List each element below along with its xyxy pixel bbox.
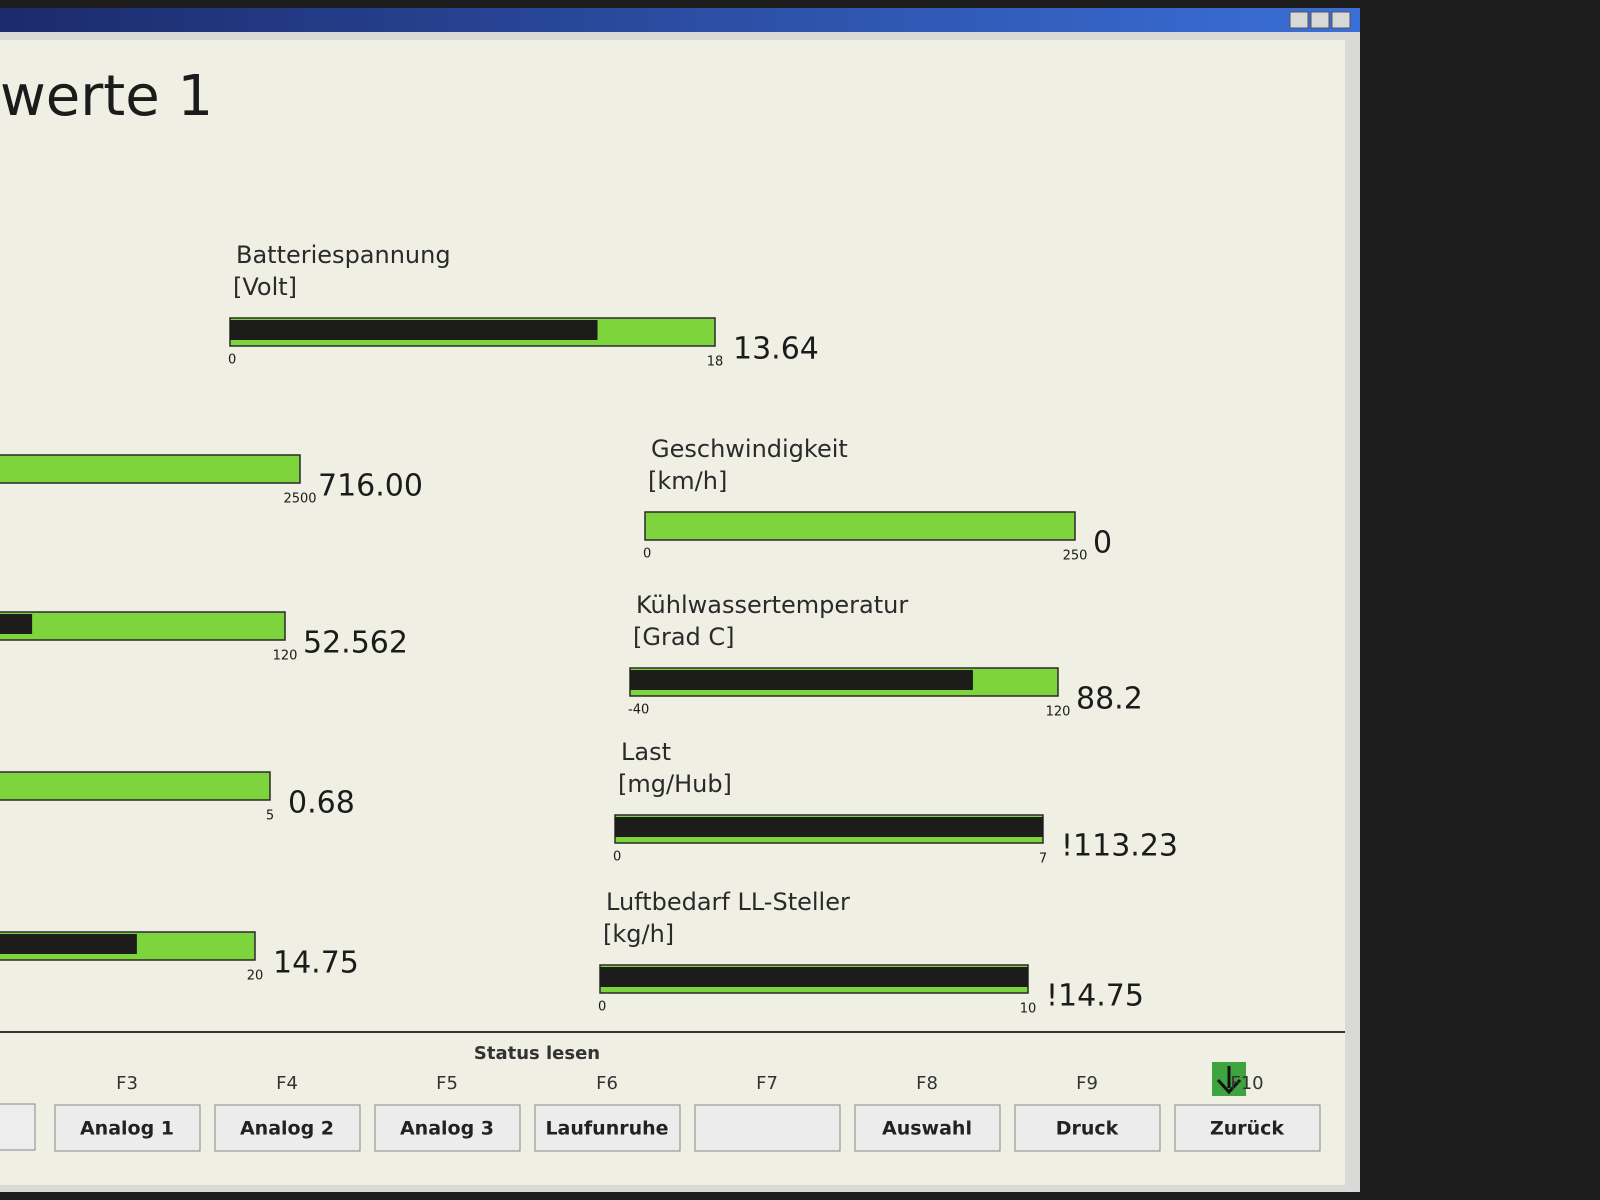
gauge-label: Kühlwassertemperatur	[636, 591, 908, 619]
button-label: Laufunruhe	[545, 1118, 668, 1140]
function-key: F7	[756, 1073, 778, 1094]
gauge-unit: [mg/Hub]	[618, 770, 732, 798]
gauge-max: 18	[707, 355, 724, 370]
gauge-track	[644, 511, 1076, 541]
gauge-label: Batteriespannung	[236, 241, 451, 269]
gauge-max: 2500	[283, 492, 316, 507]
gauge-min: 0	[228, 353, 236, 368]
button-label: Auswahl	[882, 1118, 972, 1140]
function-key: F8	[916, 1073, 938, 1094]
gauge-max: 120	[273, 649, 298, 664]
gauge-max: 120	[1046, 705, 1071, 720]
gauge-unit: [Volt]	[233, 273, 297, 301]
minimize-button[interactable]	[1289, 11, 1309, 29]
function-button[interactable]	[1014, 1104, 1161, 1152]
gauge-max: 5	[266, 809, 274, 824]
function-button[interactable]	[0, 1103, 36, 1151]
window-controls[interactable]	[1289, 11, 1351, 29]
gauge-value: 88.2	[1076, 682, 1143, 717]
gauge-value: 0	[1093, 526, 1112, 561]
function-key: F10	[1230, 1073, 1263, 1094]
gauge-max: 7	[1039, 852, 1047, 867]
function-key: F5	[436, 1073, 458, 1094]
function-key: F6	[596, 1073, 618, 1094]
function-button[interactable]	[1174, 1104, 1321, 1152]
button-label: Analog 1	[80, 1118, 174, 1140]
function-button[interactable]	[854, 1104, 1001, 1152]
gauge-unit: [kg/h]	[603, 920, 674, 948]
gauge-label: Geschwindigkeit	[651, 435, 848, 463]
gauge-max: 250	[1063, 549, 1088, 564]
gauge-max: 20	[247, 969, 264, 984]
gauge-max: 10	[1020, 1002, 1037, 1017]
gauge-value: !14.75	[1046, 979, 1144, 1014]
function-button[interactable]	[214, 1104, 361, 1152]
title-bar	[0, 8, 1360, 32]
gauge-bar	[600, 967, 1028, 987]
page-title: werte 1	[0, 64, 213, 129]
function-button[interactable]	[694, 1104, 841, 1152]
gauge-value: !113.23	[1061, 829, 1178, 864]
gauge-label: Last	[621, 738, 671, 766]
status-text: Status lesen	[474, 1043, 600, 1064]
button-label: Zurück	[1210, 1118, 1284, 1140]
function-key: F4	[276, 1073, 298, 1094]
function-key: F3	[116, 1073, 138, 1094]
gauge-min: -40	[628, 703, 649, 718]
button-label: Analog 2	[240, 1118, 334, 1140]
gauge-track	[0, 454, 301, 484]
gauge-value: 13.64	[733, 332, 819, 367]
maximize-button[interactable]	[1310, 11, 1330, 29]
gauge-bar	[630, 670, 973, 690]
gauge-value: 14.75	[273, 946, 359, 981]
function-button[interactable]	[374, 1104, 521, 1152]
function-key: F9	[1076, 1073, 1098, 1094]
button-label: Druck	[1056, 1118, 1119, 1140]
function-button[interactable]	[534, 1104, 681, 1152]
gauge-bar	[0, 614, 33, 634]
gauge-min: 0	[643, 547, 651, 562]
arrow-icon	[1216, 1066, 1242, 1095]
gauge-track	[0, 771, 271, 801]
gauge-bar	[0, 934, 137, 954]
gauge-unit: [km/h]	[648, 467, 727, 495]
gauge-min: 0	[613, 850, 621, 865]
button-label: Analog 3	[400, 1118, 494, 1140]
close-button[interactable]	[1331, 11, 1351, 29]
gauge-track	[0, 611, 286, 641]
gauge-value: 716.00	[318, 469, 423, 504]
gauge-value: 0.68	[288, 786, 355, 821]
gauge-bar	[230, 320, 598, 340]
gauge-unit: [Grad C]	[633, 623, 735, 651]
function-button[interactable]	[54, 1104, 201, 1152]
gauge-value: 52.562	[303, 626, 408, 661]
gauge-label: Luftbedarf LL-Steller	[606, 888, 850, 916]
gauge-min: 0	[598, 1000, 606, 1015]
gauge-bar	[615, 817, 1043, 837]
